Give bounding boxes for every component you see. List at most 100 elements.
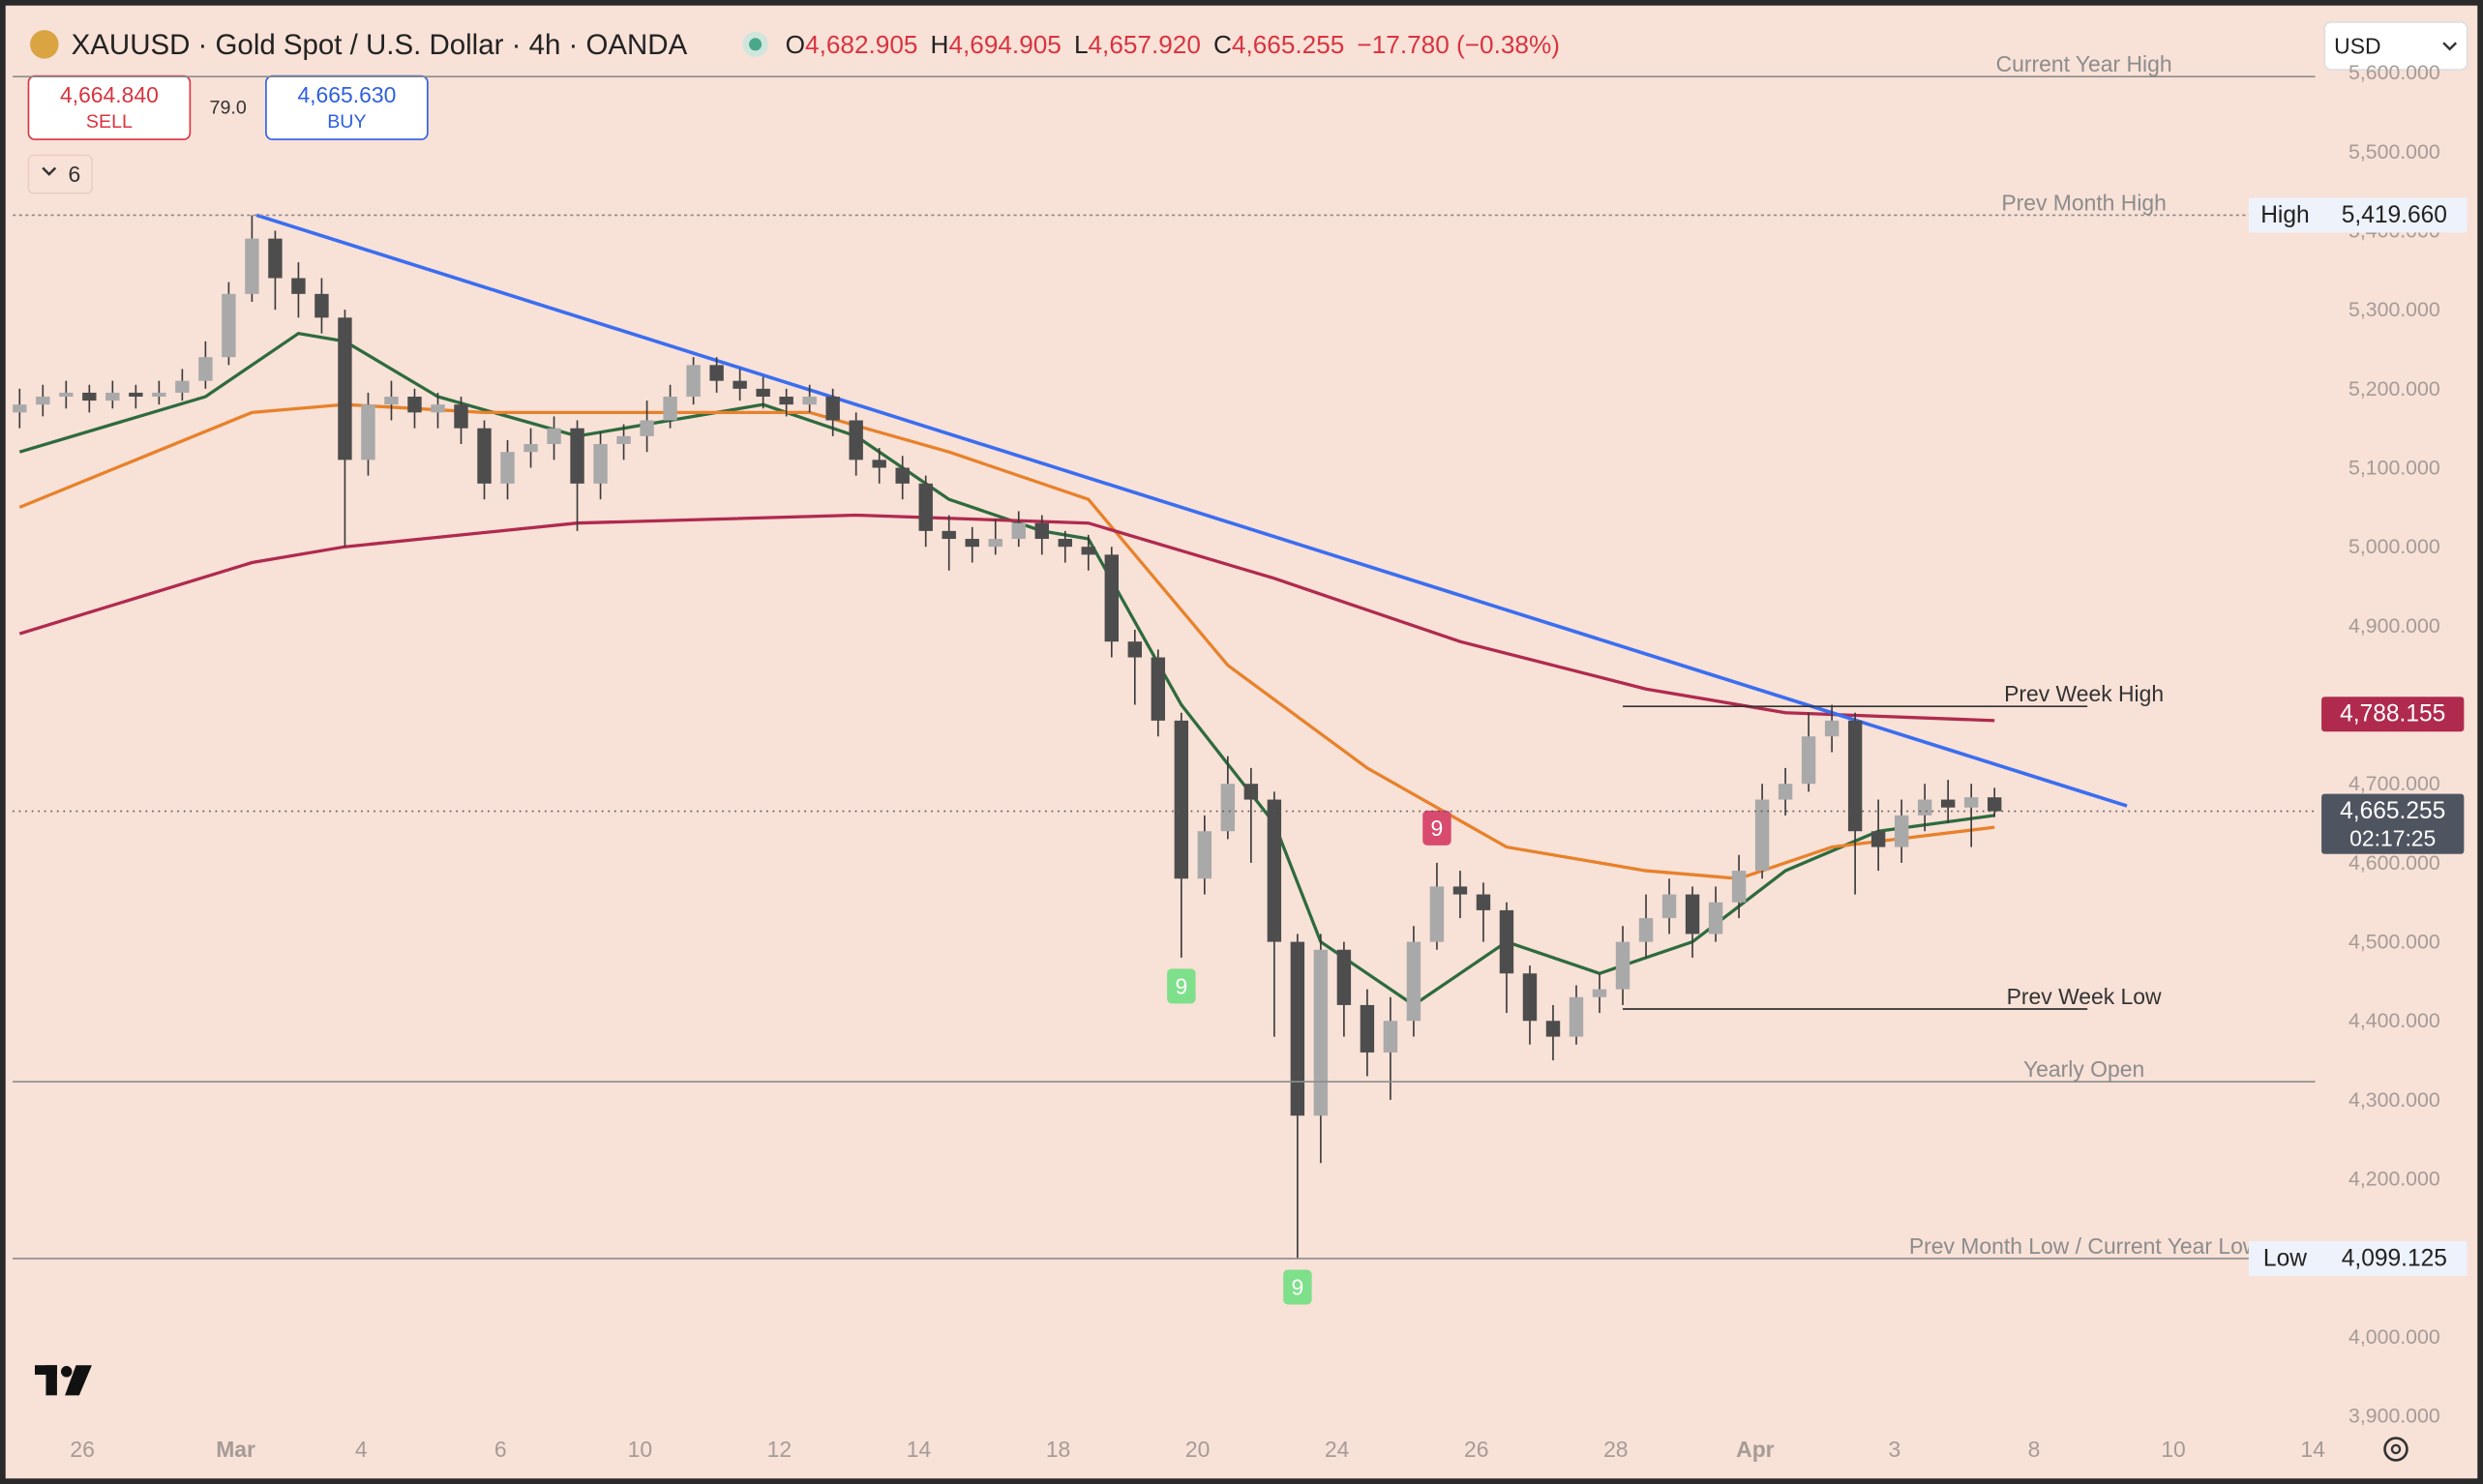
candle-body	[640, 420, 654, 436]
sell-price[interactable]: 4,664.840	[60, 82, 159, 107]
chevron[interactable]	[2442, 42, 2458, 51]
marker-label: 9	[1175, 973, 1187, 998]
chevron[interactable]	[42, 166, 57, 176]
ohlc-value: 4,682.905	[805, 30, 917, 59]
candle-body	[1197, 831, 1212, 879]
candle-body	[1754, 799, 1770, 872]
tag-label-box	[2248, 1240, 2322, 1276]
candle-body	[175, 380, 190, 393]
candle-body	[1290, 941, 1305, 1116]
candle-body	[1661, 894, 1677, 919]
candle-body	[1917, 799, 1932, 816]
candle-body	[105, 392, 120, 401]
candle-body	[895, 467, 910, 484]
x-tick-label: 12	[767, 1437, 792, 1462]
sell-label[interactable]: SELL	[86, 111, 133, 133]
candle-body	[756, 388, 770, 398]
candle-body	[965, 539, 979, 548]
candle-body	[1592, 989, 1607, 997]
candle-body	[454, 404, 468, 429]
symbol: XAUUSD · Gold Spot / U.S. Dollar · 4h · …	[72, 28, 688, 60]
candle-body	[686, 365, 701, 398]
x-tick-label: 20	[1185, 1437, 1210, 1462]
candle-body	[988, 539, 1002, 548]
settings-icon[interactable]	[2383, 1437, 2408, 1462]
currency[interactable]: USD	[2334, 33, 2380, 58]
logo-part	[61, 1366, 73, 1378]
change: −17.780 (−0.38%)	[1357, 30, 1559, 59]
y-tick-label: 4,200.000	[2348, 1168, 2440, 1191]
tag-box	[2321, 1240, 2468, 1276]
candle-body	[663, 397, 677, 421]
symbol-icon	[30, 30, 59, 59]
gear[interactable]	[2383, 1437, 2408, 1462]
y-tick-label: 5,000.000	[2348, 535, 2440, 558]
candle-body	[1429, 886, 1445, 942]
candle-body	[152, 392, 166, 398]
x-tick-label: 3	[1889, 1437, 1901, 1462]
candle-body	[733, 380, 747, 389]
candle-body	[1870, 831, 1886, 847]
candle-body	[1406, 941, 1421, 1022]
candle-body	[59, 392, 74, 398]
ohlc-key: L	[1074, 30, 1089, 59]
y-tick-label: 5,500.000	[2348, 140, 2440, 163]
y-tick-label: 3,900.000	[2348, 1405, 2440, 1428]
candle-body	[570, 428, 584, 484]
level-label: Prev Month High	[2001, 190, 2167, 215]
candle-body	[1313, 949, 1329, 1116]
candle-body	[1220, 784, 1236, 832]
candle-body	[431, 404, 445, 413]
sell-button[interactable]: 4,664.840 SELL	[27, 74, 192, 140]
tag-value: 4,665.255	[2340, 798, 2445, 824]
buy-label[interactable]: BUY	[327, 111, 366, 133]
y-tick-label: 4,500.000	[2348, 931, 2440, 954]
tag-label: Low	[2263, 1245, 2307, 1271]
x-tick-label: 4	[355, 1437, 368, 1462]
indicators-toggle[interactable]: 6	[27, 154, 93, 194]
candle-body	[338, 317, 352, 460]
marker-box	[1283, 1269, 1312, 1305]
y-tick-label: 5,200.000	[2348, 377, 2440, 401]
ohlc: O4,682.905 H4,694.905 L4,657.920 C4,665.255…	[786, 30, 1560, 59]
tv-logo	[35, 1365, 92, 1396]
x-tick-label: 18	[1046, 1437, 1070, 1462]
candle-body	[1731, 871, 1747, 903]
buy-button[interactable]: 4,665.630 BUY	[265, 74, 429, 140]
candle-body	[1708, 902, 1723, 935]
buy-price[interactable]: 4,665.630	[297, 82, 396, 107]
candle-body	[407, 397, 422, 413]
x-tick-label: 26	[1464, 1437, 1488, 1462]
candle-body	[1824, 720, 1840, 737]
candle-body	[616, 435, 631, 445]
y-tick-label: 4,400.000	[2348, 1009, 2440, 1032]
gear-center[interactable]	[2390, 1443, 2402, 1455]
x-tick-label: 8	[2028, 1437, 2041, 1462]
spread: 79.0	[210, 97, 247, 118]
trendline	[255, 213, 2128, 808]
candle-body	[1081, 547, 1095, 555]
ohlc-value: 4,657.920	[1089, 30, 1201, 59]
currency-select[interactable]: USD	[2323, 21, 2468, 71]
tag-value: 4,099.125	[2342, 1245, 2447, 1271]
candle-body	[825, 397, 840, 421]
tag-label: High	[2260, 202, 2309, 228]
candle-body	[36, 397, 50, 405]
candle-body	[1987, 797, 2002, 812]
currency-box[interactable]	[2323, 21, 2468, 71]
candle-body	[849, 420, 863, 460]
candle-body	[1127, 641, 1143, 658]
indicators-count[interactable]: 6	[69, 162, 81, 187]
y-tick-label: 4,300.000	[2348, 1088, 2440, 1112]
candle-body	[1174, 720, 1189, 879]
tag-label-box	[2248, 197, 2322, 233]
tag-box	[2321, 697, 2465, 732]
candle-body	[872, 460, 886, 468]
toggle-box[interactable]	[27, 154, 93, 194]
candle-body	[361, 404, 375, 460]
y-tick-label: 5,100.000	[2348, 457, 2440, 480]
candle-body	[1011, 522, 1026, 540]
candle-body	[918, 483, 933, 531]
candle-body	[779, 397, 793, 405]
y-tick-label: 5,300.000	[2348, 298, 2440, 321]
